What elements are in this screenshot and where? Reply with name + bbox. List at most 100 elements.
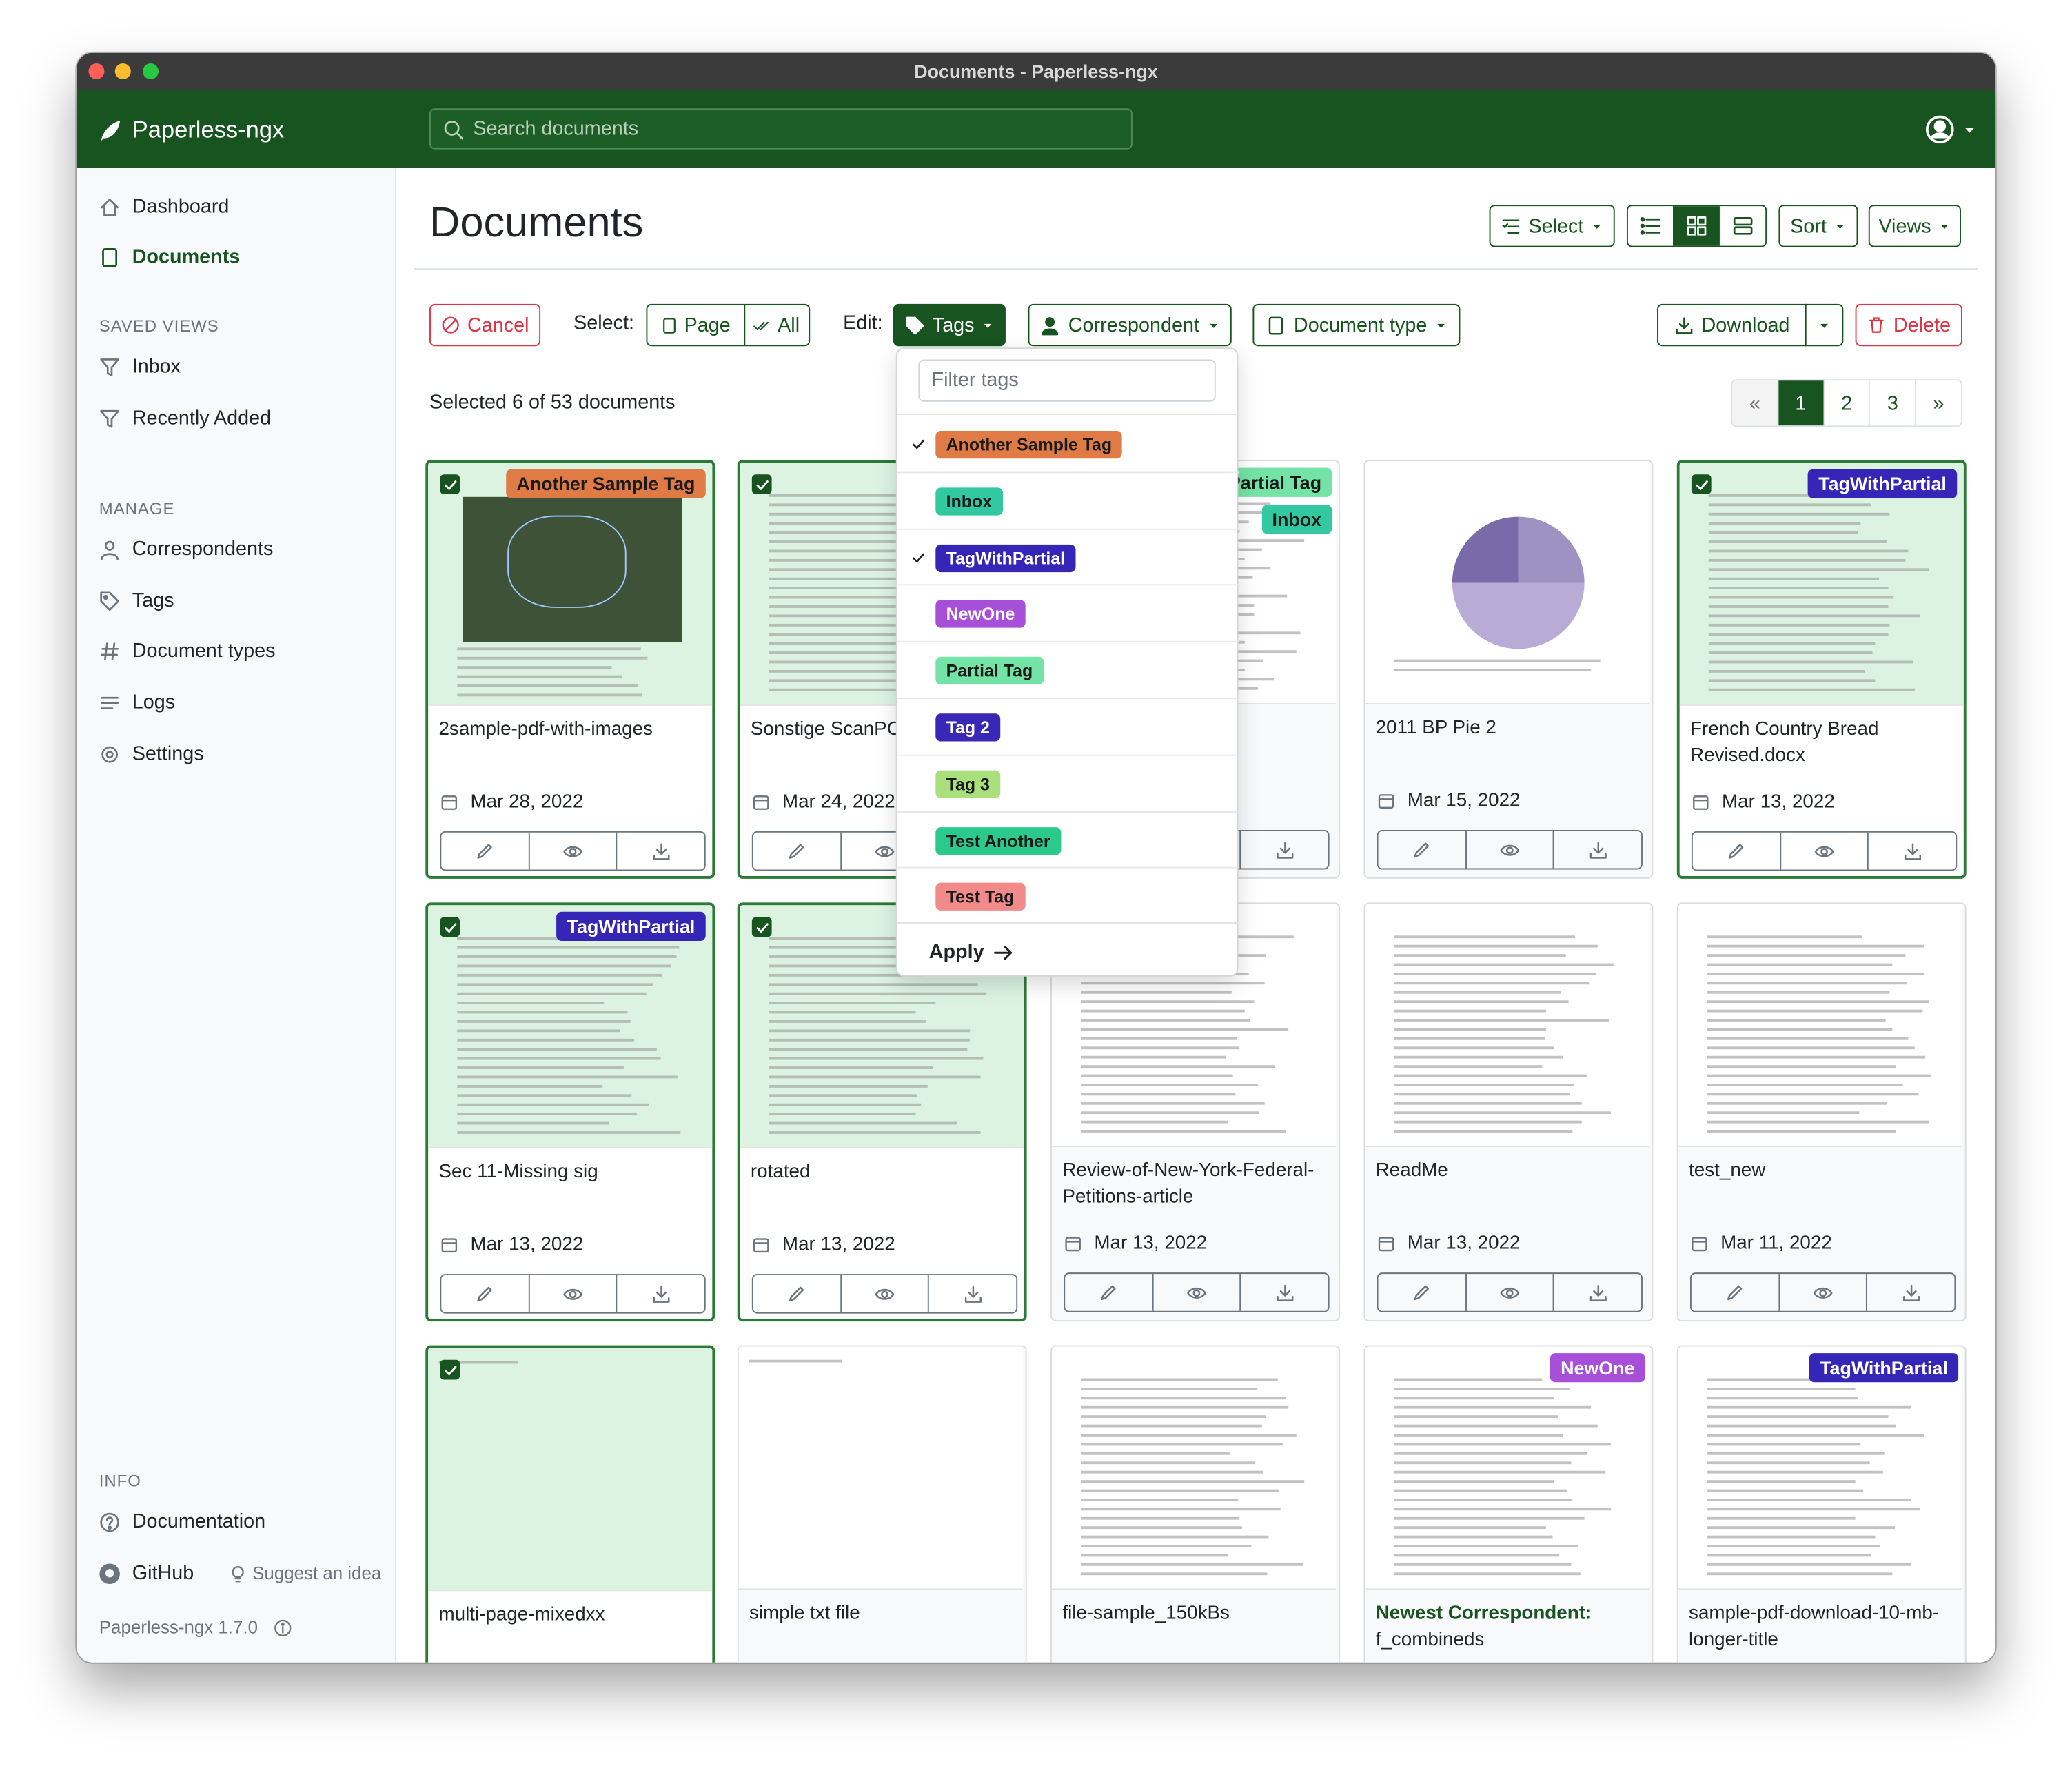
sidebar-link[interactable]: Correspondents xyxy=(132,538,274,560)
document-card[interactable]: ReadMe Mar 13, 2022 xyxy=(1363,902,1654,1322)
tag-badge[interactable]: Partial Tag xyxy=(935,657,1044,685)
delete-button[interactable]: Delete xyxy=(1855,303,1962,347)
tag-option[interactable]: Test Another xyxy=(897,812,1240,869)
card-action-button[interactable] xyxy=(928,1275,1016,1312)
document-card[interactable]: TagWithPartial sample-pdf-download-10-mb-… xyxy=(1676,1345,1967,1663)
card-action-button[interactable] xyxy=(1379,831,1465,869)
card-action-button[interactable] xyxy=(753,833,840,870)
filter-input[interactable]: Filter tags xyxy=(918,359,1216,402)
download-options[interactable] xyxy=(1805,303,1844,347)
select-button[interactable]: Page xyxy=(647,305,743,345)
document-card[interactable]: simple txt file xyxy=(737,1345,1027,1663)
card-action-button[interactable] xyxy=(441,833,528,870)
sidebar-link[interactable]: Tags xyxy=(132,589,174,612)
tag-badge[interactable]: Tag 3 xyxy=(935,770,1001,798)
tag-badge[interactable]: NewOne xyxy=(935,600,1026,629)
card-action-button[interactable] xyxy=(1152,1274,1240,1311)
card-action-button[interactable] xyxy=(1553,831,1641,869)
card-action-button[interactable] xyxy=(1239,1274,1328,1311)
card-action-button[interactable] xyxy=(1867,832,1956,870)
search-box[interactable]: Search documents xyxy=(429,108,1133,150)
tag-badge[interactable]: TagWithPartial xyxy=(1809,1353,1959,1383)
sidebar-link[interactable]: Documentation xyxy=(132,1510,266,1533)
edit-button[interactable]: Correspondent xyxy=(1028,303,1232,347)
card-action-button[interactable] xyxy=(616,1275,704,1312)
edit-button[interactable]: Tags xyxy=(893,303,1006,347)
tag-badge[interactable]: TagWithPartial xyxy=(556,911,706,941)
card-action-button[interactable] xyxy=(616,832,704,870)
tag-option[interactable]: TagWithPartial xyxy=(897,529,1240,587)
selection-checkbox[interactable] xyxy=(440,474,460,494)
tag-badge[interactable]: Inbox xyxy=(935,487,1003,516)
card-action-button[interactable] xyxy=(528,832,616,870)
document-card[interactable]: TagWithPartial French Country Bread Revis… xyxy=(1676,460,1967,879)
tag-badge[interactable]: TagWithPartial xyxy=(1807,469,1958,498)
sidebar-link[interactable]: Recently Added xyxy=(132,407,272,430)
view-toggle[interactable] xyxy=(1719,206,1765,246)
page-link[interactable]: » xyxy=(1915,380,1961,426)
document-card[interactable]: Review-of-New-York-Federal-Petitions-art… xyxy=(1050,902,1340,1322)
sidebar-link[interactable]: Documents xyxy=(132,245,241,269)
document-card[interactable]: TagWithPartial Sec 11-Missing sig Mar 13, … xyxy=(425,902,715,1322)
selection-checkbox[interactable] xyxy=(751,917,772,937)
view-toggle[interactable] xyxy=(1673,206,1720,246)
page-link[interactable]: 2 xyxy=(1822,380,1869,426)
selection-checkbox[interactable] xyxy=(440,1359,460,1380)
card-action-button[interactable] xyxy=(840,832,928,870)
tag-option[interactable]: Test Tag xyxy=(897,869,1240,925)
sidebar-link[interactable]: Inbox xyxy=(132,355,181,378)
card-action-button[interactable] xyxy=(1866,1274,1955,1311)
sidebar-link[interactable]: Logs xyxy=(132,691,176,714)
tag-option[interactable]: NewOne xyxy=(897,586,1240,643)
card-action-button[interactable] xyxy=(441,1275,528,1312)
document-card[interactable]: Another Sample Tag 2sample-pdf-with-image… xyxy=(425,460,715,879)
tag-badge[interactable]: Another Sample Tag xyxy=(935,430,1123,459)
cancel-button[interactable]: Cancel xyxy=(429,303,541,347)
document-card[interactable]: 2011 BP Pie 2 Mar 15, 2022 xyxy=(1363,460,1654,879)
page-link[interactable]: 1 xyxy=(1777,380,1823,426)
correspondent[interactable]: Newest Correspondent: xyxy=(1375,1603,1592,1625)
tag-badge[interactable]: TagWithPartial xyxy=(935,544,1076,572)
card-action-button[interactable] xyxy=(1465,1274,1553,1311)
apply-button[interactable]: Apply xyxy=(929,938,1013,967)
sidebar-link[interactable]: Document types xyxy=(132,640,276,663)
card-action-button[interactable] xyxy=(753,1275,840,1312)
menu-button[interactable]: Sort xyxy=(1778,205,1858,247)
page-link[interactable]: 3 xyxy=(1869,380,1916,426)
selection-checkbox[interactable] xyxy=(1691,474,1712,494)
tag-badge[interactable]: Test Another xyxy=(935,826,1061,855)
sidebar-link[interactable]: GitHub xyxy=(132,1562,194,1585)
card-action-button[interactable] xyxy=(1778,1274,1867,1311)
document-card[interactable]: NewOne Newest Correspondent: f_combineds xyxy=(1363,1345,1654,1663)
document-card[interactable]: multi-page-mixedxx xyxy=(425,1345,715,1663)
tag-badge[interactable]: Tag 2 xyxy=(935,713,1001,742)
tag-badge[interactable]: Inbox xyxy=(1261,505,1332,534)
card-action-button[interactable] xyxy=(1379,1274,1465,1311)
select-button[interactable]: All xyxy=(743,305,809,345)
card-action-button[interactable] xyxy=(1779,832,1868,870)
document-card[interactable]: file-sample_150kBs xyxy=(1050,1345,1340,1663)
edit-button[interactable]: Document type xyxy=(1252,303,1461,347)
tag-badge[interactable]: NewOne xyxy=(1550,1353,1645,1383)
tag-option[interactable]: Inbox xyxy=(897,473,1240,529)
card-action-button[interactable] xyxy=(1553,1274,1641,1311)
traffic-light[interactable] xyxy=(114,63,131,80)
tag-option[interactable]: Tag 3 xyxy=(897,755,1240,813)
card-action-button[interactable] xyxy=(840,1275,928,1312)
card-action-button[interactable] xyxy=(1065,1274,1152,1311)
download-button[interactable]: Download xyxy=(1657,303,1807,347)
menu-button[interactable]: Select xyxy=(1489,205,1615,247)
selection-checkbox[interactable] xyxy=(440,917,460,937)
document-card[interactable]: test_new Mar 11, 2022 xyxy=(1676,902,1967,1322)
tag-option[interactable]: Partial Tag xyxy=(897,642,1240,700)
tag-badge[interactable]: Test Tag xyxy=(935,883,1025,911)
tag-badge[interactable]: Another Sample Tag xyxy=(506,469,706,498)
sidebar-link[interactable]: Settings xyxy=(132,742,204,765)
sidebar-link[interactable]: Dashboard xyxy=(132,195,230,219)
app-name[interactable]: Paperless-ngx xyxy=(132,116,285,143)
tag-option[interactable]: Another Sample Tag xyxy=(897,416,1240,473)
card-action-button[interactable] xyxy=(1693,833,1780,870)
tag-option[interactable]: Tag 2 xyxy=(897,699,1240,756)
card-action-button[interactable] xyxy=(1239,831,1328,869)
view-toggle[interactable] xyxy=(1628,206,1673,246)
